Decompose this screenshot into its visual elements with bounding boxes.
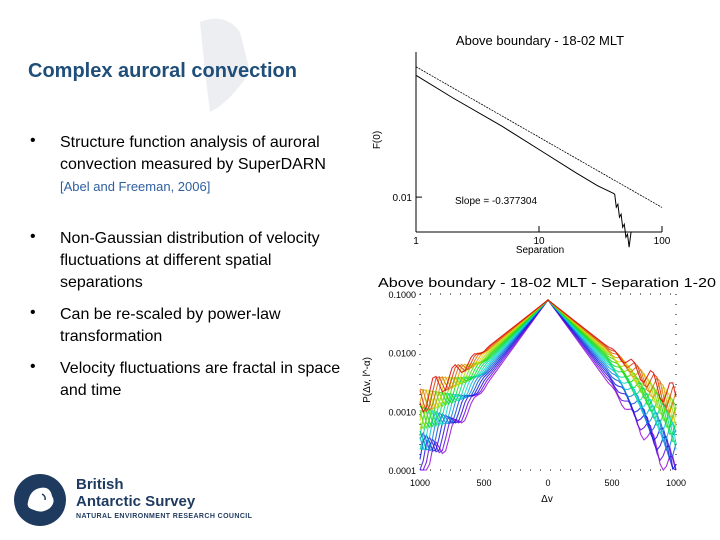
bullet-glyph: • (30, 228, 36, 245)
structure-function-chart: Above boundary - 18-02 MLT F(0) Separati… (372, 33, 671, 256)
chart2-series-line (419, 299, 677, 414)
chart1-series-fit (415, 66, 663, 208)
logo-subtitle: NATURAL ENVIRONMENT RESEARCH COUNCIL (76, 513, 253, 520)
chart1-x-tick-label: 100 (654, 236, 671, 247)
chart2-series-line (419, 299, 677, 425)
chart1-xlabel: Separation (516, 245, 564, 256)
slide-title: Complex auroral convection (28, 60, 297, 82)
bullet-text: Velocity fluctuations are fractal in spa… (60, 360, 341, 399)
bas-logo: British Antarctic Survey NATURAL ENVIRON… (10, 470, 260, 530)
chart2-series-line (419, 299, 677, 429)
bullet-glyph: • (30, 132, 36, 149)
chart2-x-tick-label: 500 (476, 478, 491, 488)
bullet-text: Can be re-scaled by power-law transforma… (60, 306, 281, 345)
chart1-x-tick-label: 1 (413, 236, 419, 247)
chart2-x-tick-label: 0 (545, 478, 550, 488)
chart2-y-tick-label: 0.0010 (388, 407, 416, 417)
logo-name-line1: British (76, 476, 124, 493)
chart2-x-tick-label: 1000 (410, 478, 430, 488)
chart1-title: Above boundary - 18-02 MLT (456, 33, 624, 48)
bullet-text: Non-Gaussian distribution of velocity fl… (60, 230, 320, 291)
chart1-y-tick-label: 0.01 (393, 193, 413, 204)
chart2-title: Above boundary - 18-02 MLT - Separation … (378, 275, 716, 290)
velocity-pdf-chart: Above boundary - 18-02 MLT - Separation … (362, 275, 716, 505)
chart1-x-tick-label: 10 (533, 236, 545, 247)
chart2-x-tick-label: 500 (604, 478, 619, 488)
chart2-ylabel: P(Δv, l^-α) (362, 357, 373, 403)
bullet-glyph: • (30, 358, 36, 375)
chart1-ylabel: F(0) (372, 131, 383, 149)
globe-antarctica-icon (14, 474, 66, 526)
bullet-text: Structure function analysis of auroral c… (60, 134, 326, 173)
chart2-y-tick-label: 0.0001 (388, 466, 416, 476)
chart2-x-tick-label: 1000 (666, 478, 686, 488)
chart1-annotation: Slope = -0.377304 (455, 196, 537, 207)
citation: [Abel and Freeman, 2006] (60, 179, 211, 194)
watermark-figure-icon (200, 18, 250, 113)
logo-name-line2: Antarctic Survey (76, 493, 196, 510)
bullet-glyph: • (30, 304, 36, 321)
chart2-xlabel: Δv (541, 494, 553, 505)
chart1-series-measured (415, 74, 632, 248)
chart2-y-tick-label: 0.0100 (388, 349, 416, 359)
chart2-y-tick-label: 0.1000 (388, 290, 416, 300)
